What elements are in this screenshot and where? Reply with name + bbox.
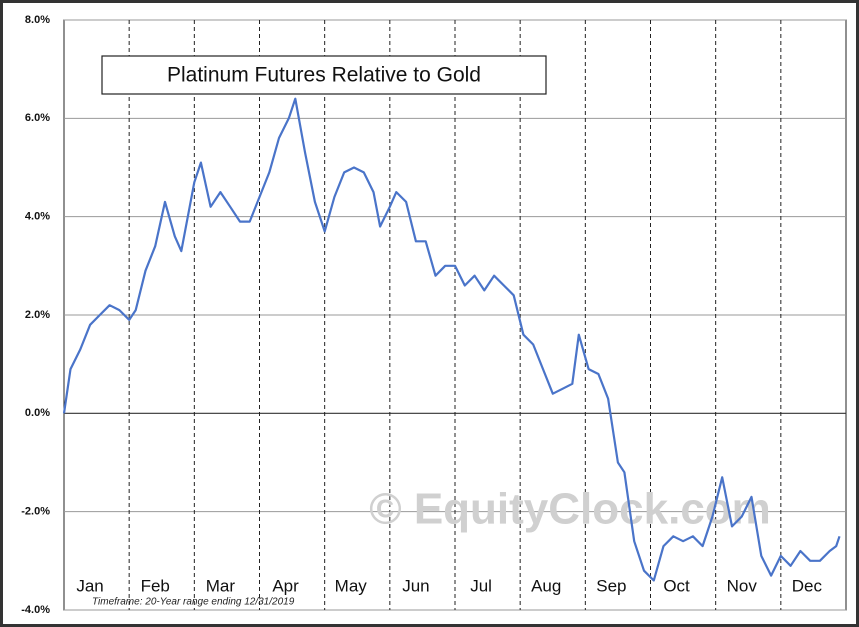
x-tick-label: Dec	[792, 576, 823, 595]
y-tick-label: -2.0%	[21, 506, 50, 518]
watermark: © EquityClock.com	[369, 485, 771, 534]
x-tick-label: Oct	[663, 576, 690, 595]
y-tick-label: 2.0%	[25, 309, 50, 321]
x-tick-label: May	[335, 576, 368, 595]
x-tick-label: Jun	[402, 576, 429, 595]
x-tick-label: Nov	[727, 576, 758, 595]
data-line	[62, 97, 841, 582]
x-tick-label: Mar	[206, 576, 236, 595]
x-tick-label: Aug	[531, 576, 561, 595]
x-tick-label: Jul	[470, 576, 492, 595]
x-tick-label: Feb	[141, 576, 170, 595]
x-tick-label: Sep	[596, 576, 626, 595]
x-tick-label: Apr	[272, 576, 299, 595]
chart-title: Platinum Futures Relative to Gold	[167, 64, 481, 87]
y-tick-label: 6.0%	[25, 112, 50, 124]
y-tick-label: 8.0%	[25, 14, 50, 26]
y-tick-label: 4.0%	[25, 211, 50, 223]
x-tick-label: Jan	[76, 576, 103, 595]
y-tick-label: 0.0%	[25, 407, 50, 419]
footnote: Timeframe: 20-Year range ending 12/31/20…	[92, 597, 295, 608]
y-tick-label: -4.0%	[21, 604, 50, 616]
title-box	[101, 55, 547, 95]
